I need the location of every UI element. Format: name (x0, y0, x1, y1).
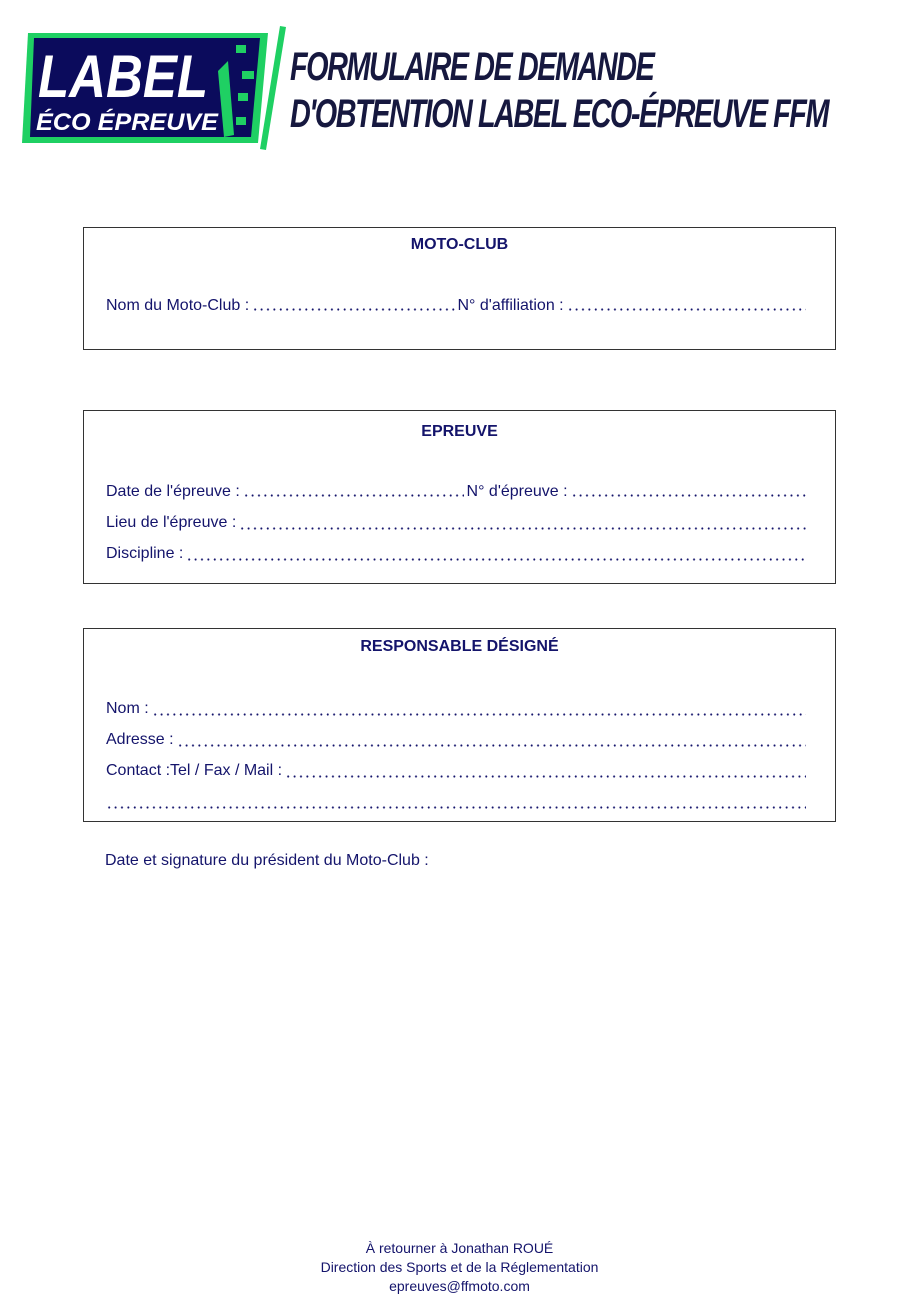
discipline-label: Discipline : (106, 545, 184, 562)
footer-return-to: À retourner à Jonathan ROUÉ (365, 1240, 554, 1256)
adresse-label: Adresse : (106, 731, 174, 748)
nom-field[interactable] (151, 713, 806, 716)
club-name-label: Nom du Moto-Club : (106, 297, 250, 314)
lieu-label: Lieu de l'épreuve : (106, 514, 237, 531)
date-field[interactable] (242, 494, 464, 497)
epreuve-number-field[interactable] (570, 494, 806, 497)
responsable-section: RESPONSABLE DÉSIGNÉ Nom : Adresse : Cont… (83, 628, 836, 822)
nom-label: Nom : (106, 700, 149, 717)
lieu-field[interactable] (239, 527, 806, 530)
epreuve-number-label: N° d'épreuve : (466, 483, 568, 500)
moto-club-section: MOTO-CLUB Nom du Moto-Club : N° d'affili… (83, 227, 836, 350)
svg-text:ÉCO ÉPREUVE: ÉCO ÉPREUVE (36, 108, 219, 136)
affiliation-field[interactable] (566, 308, 806, 311)
contact-label: Contact :Tel / Fax / Mail : (106, 762, 283, 779)
title-line-1: FORMULAIRE DE DEMANDE (290, 45, 655, 89)
title-line-2: D'OBTENTION LABEL ECO-ÉPREUVE FFM (290, 92, 829, 136)
date-label: Date de l'épreuve : (106, 483, 240, 500)
footer-email[interactable]: epreuves@ffmoto.com (389, 1278, 530, 1294)
adresse-field[interactable] (176, 744, 806, 747)
club-name-field[interactable] (252, 308, 455, 311)
contact-field[interactable] (285, 775, 806, 778)
page-title: FORMULAIRE DE DEMANDE D'OBTENTION LABEL … (290, 44, 829, 138)
label-eco-epreuve-logo: LABEL ÉCO ÉPREUVE (22, 33, 268, 143)
section-title: EPREUVE (421, 423, 498, 440)
epreuve-section: EPREUVE Date de l'épreuve : N° d'épreuve… (83, 410, 836, 584)
affiliation-label: N° d'affiliation : (457, 297, 564, 314)
footer-department: Direction des Sports et de la Réglementa… (320, 1259, 599, 1275)
svg-text:LABEL: LABEL (38, 43, 208, 110)
signature-label: Date et signature du président du Moto-C… (105, 852, 429, 869)
discipline-field[interactable] (186, 558, 806, 561)
green-divider-stripe (260, 26, 286, 150)
footer: À retourner à Jonathan ROUÉ Direction de… (0, 1239, 919, 1296)
section-title: MOTO-CLUB (410, 236, 509, 253)
extra-line-field[interactable] (106, 806, 806, 809)
section-title: RESPONSABLE DÉSIGNÉ (360, 638, 559, 655)
